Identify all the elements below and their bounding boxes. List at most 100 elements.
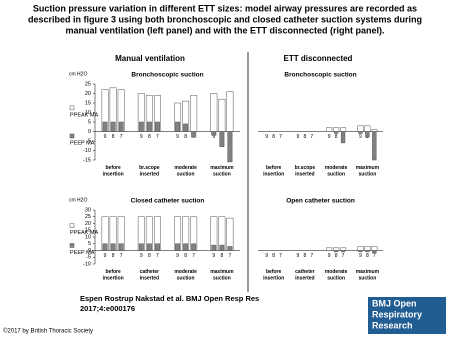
x-tick-label: 8 [148, 134, 151, 140]
x-tick-label: 9 [297, 253, 300, 259]
y-tick-label: 10 [85, 234, 91, 240]
x-tick-label: 7 [120, 134, 123, 140]
peak-bar [357, 125, 364, 132]
peep-bar [340, 250, 346, 253]
peak-bar [210, 93, 218, 132]
x-tick-label: 8 [220, 253, 223, 259]
peep-bar [219, 131, 225, 147]
x-tick-label: 8 [272, 253, 275, 259]
group-label: maximum suction [210, 165, 234, 178]
group-label: moderate suction [174, 165, 197, 178]
peak-bar [371, 246, 378, 251]
legend-label: PPEAK MA [70, 112, 98, 118]
peep-bar [102, 121, 108, 132]
y-tick-label: 0 [88, 248, 91, 254]
panel-header: ETT disconnected [284, 54, 353, 63]
x-tick-label: 7 [229, 253, 232, 259]
peak-bar [190, 95, 198, 132]
x-tick-label: 9 [359, 253, 362, 259]
x-tick-label: 8 [335, 134, 338, 140]
x-tick-label: 7 [156, 253, 159, 259]
peak-bar [333, 247, 340, 251]
peep-bar [154, 243, 160, 251]
peep-bar [118, 243, 124, 251]
peep-bar [191, 131, 197, 138]
y-tick-label: -10 [83, 148, 91, 154]
x-tick-label: 8 [366, 253, 369, 259]
peak-bar [333, 127, 340, 132]
group-label: br.scope inserted [139, 165, 160, 178]
group-label: before insertion [263, 165, 284, 178]
peep-bar [138, 243, 144, 251]
peak-bar [226, 217, 234, 251]
group-label: catheter inserted [140, 269, 160, 282]
x-tick-label: 8 [272, 134, 275, 140]
peep-bar [211, 131, 217, 136]
peep-bar [146, 121, 152, 132]
group-label: catheter inserted [295, 269, 315, 282]
peep-bar [175, 243, 181, 251]
y-tick-label: 15 [85, 100, 91, 106]
x-tick-label: 9 [104, 134, 107, 140]
chart-title: Bronchoscopic suction [131, 72, 203, 79]
x-tick-label: 9 [176, 253, 179, 259]
y-tick-label: -5 [86, 138, 91, 144]
group-label: maximum suction [210, 269, 234, 282]
logo-text: Research [372, 320, 413, 330]
group-label: moderate suction [174, 269, 197, 282]
x-tick-label: 8 [148, 253, 151, 259]
peak-bar [340, 247, 347, 251]
peep-bar [365, 250, 370, 253]
x-tick-label: 9 [212, 253, 215, 259]
copyright: ©2017 by British Thoracic Society [3, 328, 93, 335]
peak-bar [371, 129, 378, 132]
peep-bar [227, 246, 233, 251]
peep-bar [110, 243, 116, 251]
x-tick-label: 8 [303, 134, 306, 140]
x-tick-label: 7 [156, 134, 159, 140]
peep-bar [118, 121, 124, 132]
peep-bar [333, 250, 339, 253]
x-tick-label: 8 [303, 253, 306, 259]
peep-bar [340, 131, 346, 144]
logo-box [368, 297, 446, 334]
group-label: before insertion [263, 269, 284, 282]
x-tick-label: 9 [176, 134, 179, 140]
peep-bar [333, 131, 339, 134]
x-tick-label: 9 [140, 134, 143, 140]
x-tick-label: 7 [373, 253, 376, 259]
x-tick-label: 9 [104, 253, 107, 259]
peep-bar [358, 131, 363, 134]
y-tick-label: -15 [83, 157, 91, 163]
x-tick-label: 7 [120, 253, 123, 259]
x-tick-label: 7 [342, 253, 345, 259]
group-label: maximum suction [356, 269, 380, 282]
x-tick-label: 9 [328, 253, 331, 259]
y-axis-label: cm H2O [69, 71, 87, 77]
peep-bar [191, 243, 197, 251]
citation: Espen Rostrup Nakstad et al. BMJ Open Re… [80, 294, 259, 303]
chart-title: Bronchoscopic suction [284, 72, 356, 79]
legend-label: PPEAK MA [70, 230, 98, 236]
peep-bar [358, 250, 363, 253]
peep-bar [183, 243, 189, 251]
peak-bar [226, 91, 234, 132]
group-label: moderate suction [325, 269, 348, 282]
peep-bar [175, 121, 181, 132]
x-tick-label: 8 [112, 134, 115, 140]
peep-bar [110, 121, 116, 132]
peep-bar [227, 131, 233, 163]
x-tick-label: 9 [265, 253, 268, 259]
x-tick-label: 7 [310, 134, 313, 140]
y-axis-label: cm H2O [69, 197, 87, 203]
y-tick-label: -5 [86, 255, 91, 261]
legend-swatch [69, 133, 75, 139]
y-tick-label: 25 [85, 81, 91, 87]
y-tick-label: 30 [85, 207, 91, 213]
chart-title: Closed catheter suction [131, 198, 205, 205]
logo-text: Respiratory [372, 309, 422, 319]
peep-bar [372, 250, 377, 254]
x-tick-label: 8 [184, 253, 187, 259]
x-tick-label: 8 [335, 253, 338, 259]
